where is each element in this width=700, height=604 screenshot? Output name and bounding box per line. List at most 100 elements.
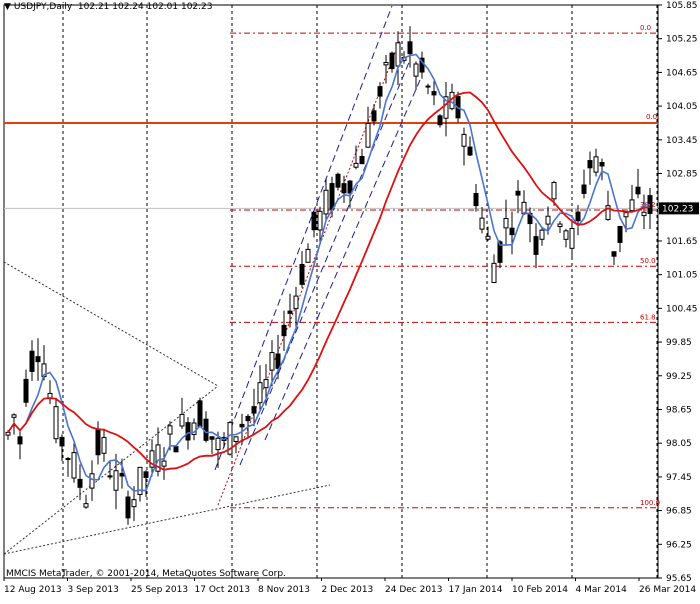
candle-body [35, 356, 41, 363]
candle-body [239, 423, 245, 428]
candle-body [461, 133, 467, 147]
candle-body [83, 503, 89, 508]
candle-body [113, 470, 119, 491]
candle-body [317, 210, 323, 231]
candle-body [563, 230, 569, 240]
candle-body [209, 436, 215, 440]
price-tick-label: 101.65 [666, 237, 698, 247]
price-tick-label: 99.25 [666, 372, 692, 382]
candle-body [635, 186, 641, 195]
current-price-label: 102.23 [662, 204, 694, 214]
time-tick-label: 17 Oct 2013 [195, 585, 251, 595]
candle-body [5, 431, 11, 436]
candle-body [107, 475, 113, 478]
price-tick-label: 104.05 [666, 102, 698, 112]
candle-body [275, 353, 281, 369]
candle-body [395, 42, 401, 67]
candle-body [287, 310, 293, 314]
candle-body [77, 478, 83, 488]
candle-body [173, 446, 179, 453]
candle-body [329, 183, 335, 210]
time-tick-label: 17 Jan 2014 [449, 585, 503, 595]
fibo-level-label: 50.0 [640, 257, 656, 265]
candle-body [515, 190, 521, 196]
channel-upper-line [214, 5, 393, 471]
candle-body [437, 115, 443, 126]
price-tick-label: 96.85 [666, 507, 692, 517]
price-tick-label: 99.85 [666, 338, 692, 348]
price-tick-label: 100.45 [666, 304, 698, 314]
candle-body [71, 452, 77, 479]
price-tick-label: 104.65 [666, 68, 698, 78]
time-tick-label: 12 Aug 2013 [4, 585, 62, 595]
candle-body [581, 184, 587, 194]
ohlc-readout: 102.21 102.24 102.01 102.23 [77, 2, 213, 12]
slow-moving-average [7, 91, 651, 471]
candle-body [413, 63, 419, 77]
candle-body [629, 199, 635, 212]
candle-body [179, 413, 185, 427]
candle-body [407, 41, 413, 55]
candle-body [509, 227, 515, 236]
fibo-level-label: 100.0 [640, 499, 660, 507]
candle-body [377, 86, 383, 97]
price-tick-label: 105.85 [666, 1, 698, 11]
candle-body [383, 61, 389, 66]
candle-body [491, 262, 497, 284]
candle-body [119, 472, 125, 477]
candle-body [269, 352, 275, 371]
candle-body [611, 251, 617, 257]
candle-body [227, 422, 233, 455]
candle-body [533, 236, 539, 255]
time-tick-label: 4 Mar 2014 [576, 585, 628, 595]
candle-body [215, 437, 221, 451]
candle-body [203, 418, 209, 441]
triangle-lower-line [3, 385, 219, 555]
candle-body [131, 499, 137, 508]
price-tick-label: 105.25 [666, 35, 698, 45]
candle-body [497, 241, 503, 263]
current-price-box [659, 202, 699, 215]
time-tick-label: 10 Feb 2014 [512, 585, 568, 595]
time-tick-label: 8 Nov 2013 [258, 585, 310, 595]
price-tick-label: 95.65 [666, 574, 692, 584]
channel-middle-line [239, 59, 411, 466]
candle-body [575, 211, 581, 222]
candle-body [341, 183, 347, 194]
price-tick-label: 96.25 [666, 540, 692, 550]
candle-body [191, 422, 197, 435]
price-tick-label: 98.05 [666, 439, 692, 449]
candle-body [155, 444, 161, 472]
price-tick-label: 97.45 [666, 473, 692, 483]
candle-body [53, 406, 59, 440]
candle-body [281, 324, 287, 337]
chart-header: ▼ USDJPY,Daily 102.21 102.24 102.01 102.2… [4, 2, 212, 12]
candle-body [593, 156, 599, 173]
candle-body [185, 422, 191, 441]
plot-frame [3, 4, 659, 579]
candle-body [503, 218, 509, 229]
time-tick-label: 2 Dec 2013 [322, 585, 374, 595]
time-tick-label: 25 Sep 2013 [131, 585, 188, 595]
candle-body [551, 182, 557, 200]
horizontal-level-label: 0.0 [646, 113, 657, 121]
candle-body [293, 295, 299, 310]
fibo-level-label: 61.8 [640, 313, 656, 321]
candle-body [251, 406, 257, 414]
candle-body [599, 162, 605, 167]
candle-body [467, 146, 473, 156]
candle-body [143, 471, 149, 479]
candle-body [29, 350, 35, 372]
triangle-base-line [3, 484, 331, 555]
time-tick-label: 26 Mar 2014 [639, 585, 696, 595]
price-tick-label: 102.85 [666, 170, 698, 180]
candle-body [335, 173, 341, 188]
chart-menu-icon[interactable]: ▼ [4, 2, 11, 12]
candle-body [557, 223, 563, 227]
candle-body [359, 155, 365, 165]
candle-body [161, 460, 167, 467]
candle-body [485, 235, 491, 240]
candle-body [125, 496, 131, 519]
